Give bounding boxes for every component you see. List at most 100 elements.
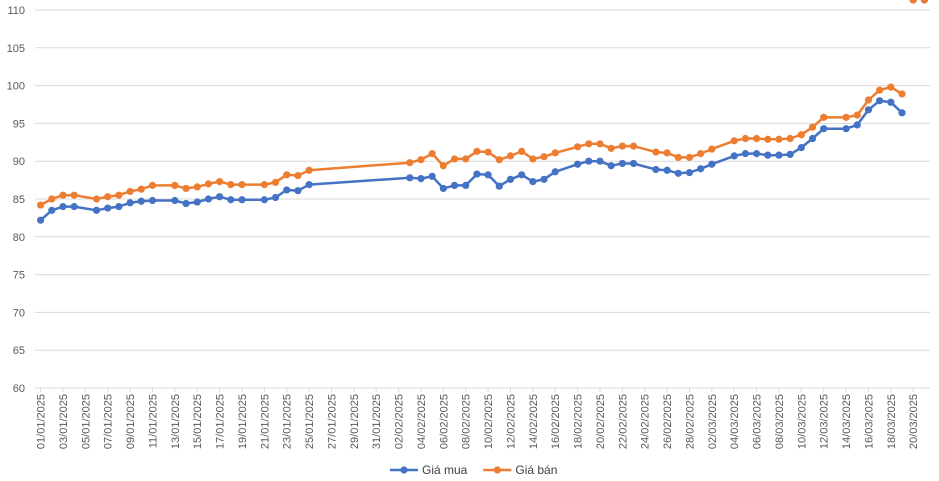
data-point [428,150,436,158]
data-point [842,113,850,121]
gridlines [35,9,930,351]
data-point [864,96,873,104]
data-point [652,148,660,156]
data-point [495,156,503,164]
data-point [115,202,123,211]
data-point [171,181,179,189]
y-tick-label: 95 [13,118,25,130]
y-tick-label: 105 [7,43,25,55]
x-tick-label: 04/02/2025 [416,394,428,449]
data-point [618,142,626,150]
x-tick-label: 16/03/2025 [863,394,875,449]
data-point [484,148,492,156]
data-point [227,181,235,189]
x-tick-label: 19/01/2025 [237,394,249,449]
data-point [439,184,447,193]
y-tick-label: 80 [13,232,25,244]
data-point [182,184,190,193]
x-tick-label: 20/03/2025 [908,394,920,449]
data-point [629,142,638,150]
data-point [663,166,671,174]
data-point [808,123,817,131]
data-point [171,196,179,205]
x-tick-label: 27/01/2025 [326,394,338,449]
x-tick-label: 23/01/2025 [282,394,294,449]
data-point [215,178,224,186]
series-gia-ban [36,0,929,209]
data-point [920,0,929,4]
data-point [730,152,738,160]
data-point [215,193,224,201]
data-point [92,206,101,214]
data-point [607,162,615,170]
y-tick-label: 65 [13,345,25,357]
data-point [70,202,78,211]
data-point [137,185,145,193]
x-tick-label: 06/03/2025 [752,394,764,449]
data-point [697,165,705,173]
data-point [283,171,291,179]
x-tick-label: 08/02/2025 [461,394,473,449]
data-point [182,199,190,208]
data-point [506,152,515,160]
data-point [294,171,302,180]
data-point [70,191,78,199]
data-point [786,150,794,158]
x-tick-label: 14/03/2025 [841,394,853,449]
data-point [283,186,291,194]
x-tick-label: 12/02/2025 [505,394,517,449]
legend-label: Giá bán [515,463,557,477]
data-point [473,147,481,155]
data-point [842,125,850,133]
x-tick-label: 29/01/2025 [349,394,361,449]
x-tick-label: 01/01/2025 [36,394,48,449]
data-point [227,196,235,204]
data-point [618,159,626,168]
x-tick-label: 26/02/2025 [662,394,674,449]
data-point [59,202,67,211]
data-point [752,134,761,143]
x-tick-label: 06/02/2025 [438,394,450,449]
data-point [271,178,280,186]
legend: Giá mua Giá bán [390,463,557,477]
data-point [92,195,101,203]
data-point [204,195,213,203]
data-point [462,181,470,189]
data-point [462,155,470,163]
data-point [193,183,201,191]
data-point [820,125,828,133]
data-point [607,144,615,152]
data-point [484,171,492,179]
series-line [40,85,903,207]
x-tick-label: 05/01/2025 [80,394,92,449]
data-point [518,147,526,155]
x-tick-label: 24/02/2025 [640,394,652,449]
data-point [294,187,302,195]
data-point [473,170,481,178]
x-tick-label: 02/02/2025 [394,394,406,449]
data-point [260,196,268,204]
x-tick-label: 18/03/2025 [886,394,898,449]
data-point [853,121,861,129]
data-point [271,193,280,202]
series-line [39,99,903,222]
y-tick-label: 100 [7,81,25,93]
x-tick-label: 25/01/2025 [304,394,316,449]
x-tick-label: 20/02/2025 [595,394,607,449]
data-point [864,106,873,114]
data-point [797,143,805,152]
data-point [775,151,783,159]
data-point [450,181,459,189]
data-point [697,150,705,158]
data-point [260,181,268,189]
x-tick-label: 16/02/2025 [550,394,562,449]
data-point [36,216,45,224]
x-tick-label: 09/01/2025 [125,394,137,449]
data-point [674,153,682,162]
data-point [764,151,772,159]
x-tick-label: 10/03/2025 [796,394,808,449]
y-axis-tick-labels: 60 65 70 75 80 85 90 95 100 105 110 [7,5,25,395]
x-tick-label: 04/03/2025 [729,394,741,449]
data-point [764,135,772,143]
